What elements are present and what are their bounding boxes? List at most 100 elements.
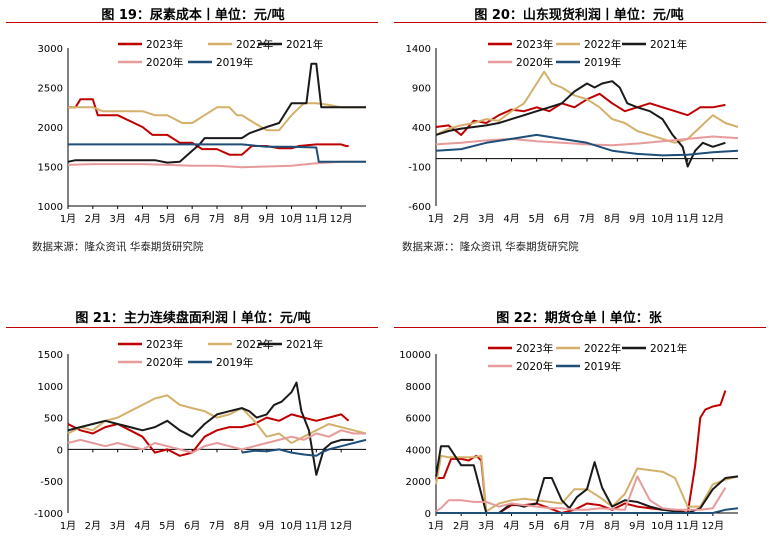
x-tick-label: 12月	[330, 213, 353, 225]
legend-label: 2022年	[584, 38, 621, 51]
y-tick-label: 2000	[406, 477, 431, 488]
y-tick-label: 2500	[38, 84, 63, 95]
x-tick-label: 8月	[234, 213, 250, 225]
series-line-2019年	[241, 438, 367, 457]
y-tick-label: 1500	[38, 163, 63, 174]
x-tick-label: 7月	[579, 520, 595, 532]
chart-19: 1000 1500 2000 2500 3000 1月 2月 3月 4月 5月 6月 7月 8月 9月 10…	[38, 38, 366, 225]
legend-label: 2019年	[584, 360, 621, 373]
y-tick-label: 1400	[406, 44, 431, 55]
series-line-2021年	[67, 381, 354, 476]
y-tick-label: 400	[412, 123, 431, 134]
legend-label: 2020年	[146, 56, 183, 69]
legend-label: 2022年	[584, 342, 621, 355]
y-tick-label: 4000	[406, 445, 431, 456]
x-tick-label: 4月	[503, 213, 519, 225]
x-tick-label: 11月	[676, 213, 699, 225]
y-tick-label: 1000	[38, 202, 63, 213]
y-tick-label: 6000	[406, 414, 431, 425]
x-tick-label: 1月	[428, 213, 444, 225]
y-tick-label: 900	[412, 84, 431, 95]
x-tick-label: 2月	[85, 213, 101, 225]
legend-label: 2019年	[584, 56, 621, 69]
y-tick-label: 2000	[38, 123, 63, 134]
y-tick-label: 8000	[406, 382, 431, 393]
x-tick-label: 3月	[109, 213, 125, 225]
x-tick-label: 3月	[478, 213, 494, 225]
x-tick-label: 7月	[579, 213, 595, 225]
y-tick-label: 1500	[38, 350, 63, 361]
x-tick-label: 1月	[60, 213, 76, 225]
series-line-2023年	[68, 98, 349, 156]
chart-title: 图 19：尿素成本丨单位：元/吨	[101, 8, 285, 23]
legend-label: 2021年	[650, 342, 687, 355]
y-tick-label: 0	[57, 445, 63, 456]
title-rule	[394, 22, 766, 23]
x-tick-label: 12月	[701, 520, 724, 532]
series-line-2022年	[67, 394, 367, 444]
y-tick-label: -1000	[34, 509, 63, 520]
y-tick-label: 1000	[38, 382, 63, 393]
x-tick-label: 3月	[478, 520, 494, 532]
series-line-2020年	[435, 475, 727, 513]
x-tick-label: 2月	[85, 520, 101, 532]
x-tick-label: 6月	[184, 520, 200, 532]
y-tick-label: 3000	[38, 44, 63, 55]
x-tick-label: 8月	[234, 520, 250, 532]
x-tick-label: 4月	[134, 520, 150, 532]
legend-label: 2020年	[516, 360, 553, 373]
x-tick-label: 6月	[554, 213, 570, 225]
x-tick-label: 3月	[109, 520, 125, 532]
x-tick-label: 5月	[528, 213, 544, 225]
y-tick-label: 500	[44, 414, 63, 425]
y-tick-label: 0	[425, 509, 431, 520]
legend-label: 2023年	[146, 38, 183, 51]
series-line-2023年	[67, 413, 350, 457]
title-rule	[6, 327, 378, 328]
series-line-2020年	[67, 429, 366, 454]
source-note: 数据来源：隆众资讯 华泰期货研究院	[32, 241, 204, 253]
x-tick-label: 5月	[159, 520, 175, 532]
x-tick-label: 12月	[330, 520, 353, 532]
source-note: 数据来源：：隆众资讯 华泰期货研究院	[402, 241, 579, 253]
y-tick-label: -600	[408, 202, 431, 213]
x-tick-label: 9月	[258, 520, 274, 532]
x-tick-label: 11月	[305, 520, 328, 532]
x-tick-label: 1月	[428, 520, 444, 532]
legend-label: 2023年	[516, 38, 553, 51]
chart-22: 0 2000 4000 6000 8000 10000 1月 2月 3月 4月 5月 6月 7月 8月 9月…	[399, 342, 739, 532]
x-tick-label: 10月	[280, 213, 303, 225]
title-rule	[6, 22, 378, 23]
x-tick-label: 4月	[503, 520, 519, 532]
legend-label: 2022年	[236, 38, 273, 51]
series-line-2022年	[68, 102, 366, 132]
legend-label: 2019年	[216, 56, 253, 69]
title-rule	[394, 327, 766, 328]
x-tick-label: 9月	[629, 520, 645, 532]
x-tick-label: 2月	[453, 520, 469, 532]
series-line-2019年	[436, 507, 739, 514]
series-line-2020年	[435, 135, 739, 147]
legend-label: 2021年	[650, 38, 687, 51]
x-tick-label: 8月	[604, 520, 620, 532]
x-tick-label: 9月	[629, 213, 645, 225]
y-tick-label: -500	[40, 477, 63, 488]
y-tick-label: -100	[408, 163, 431, 174]
series-line-2020年	[67, 160, 366, 169]
x-tick-label: 4月	[134, 213, 150, 225]
x-tick-label: 9月	[258, 213, 274, 225]
y-tick-label: 10000	[399, 350, 431, 361]
chart-title: 图 21：主力连续盘面利润丨单位：元/吨	[75, 311, 311, 326]
legend-label: 2023年	[146, 338, 183, 351]
series-line-2022年	[435, 70, 739, 144]
x-tick-label: 1月	[60, 520, 76, 532]
x-tick-label: 11月	[305, 213, 328, 225]
series-line-2019年	[435, 133, 739, 157]
series-line-2021年	[435, 445, 739, 514]
x-tick-label: 8月	[604, 213, 620, 225]
series-line-2021年	[435, 80, 726, 168]
x-tick-label: 7月	[209, 213, 225, 225]
legend-label: 2020年	[516, 56, 553, 69]
x-tick-label: 6月	[554, 520, 570, 532]
